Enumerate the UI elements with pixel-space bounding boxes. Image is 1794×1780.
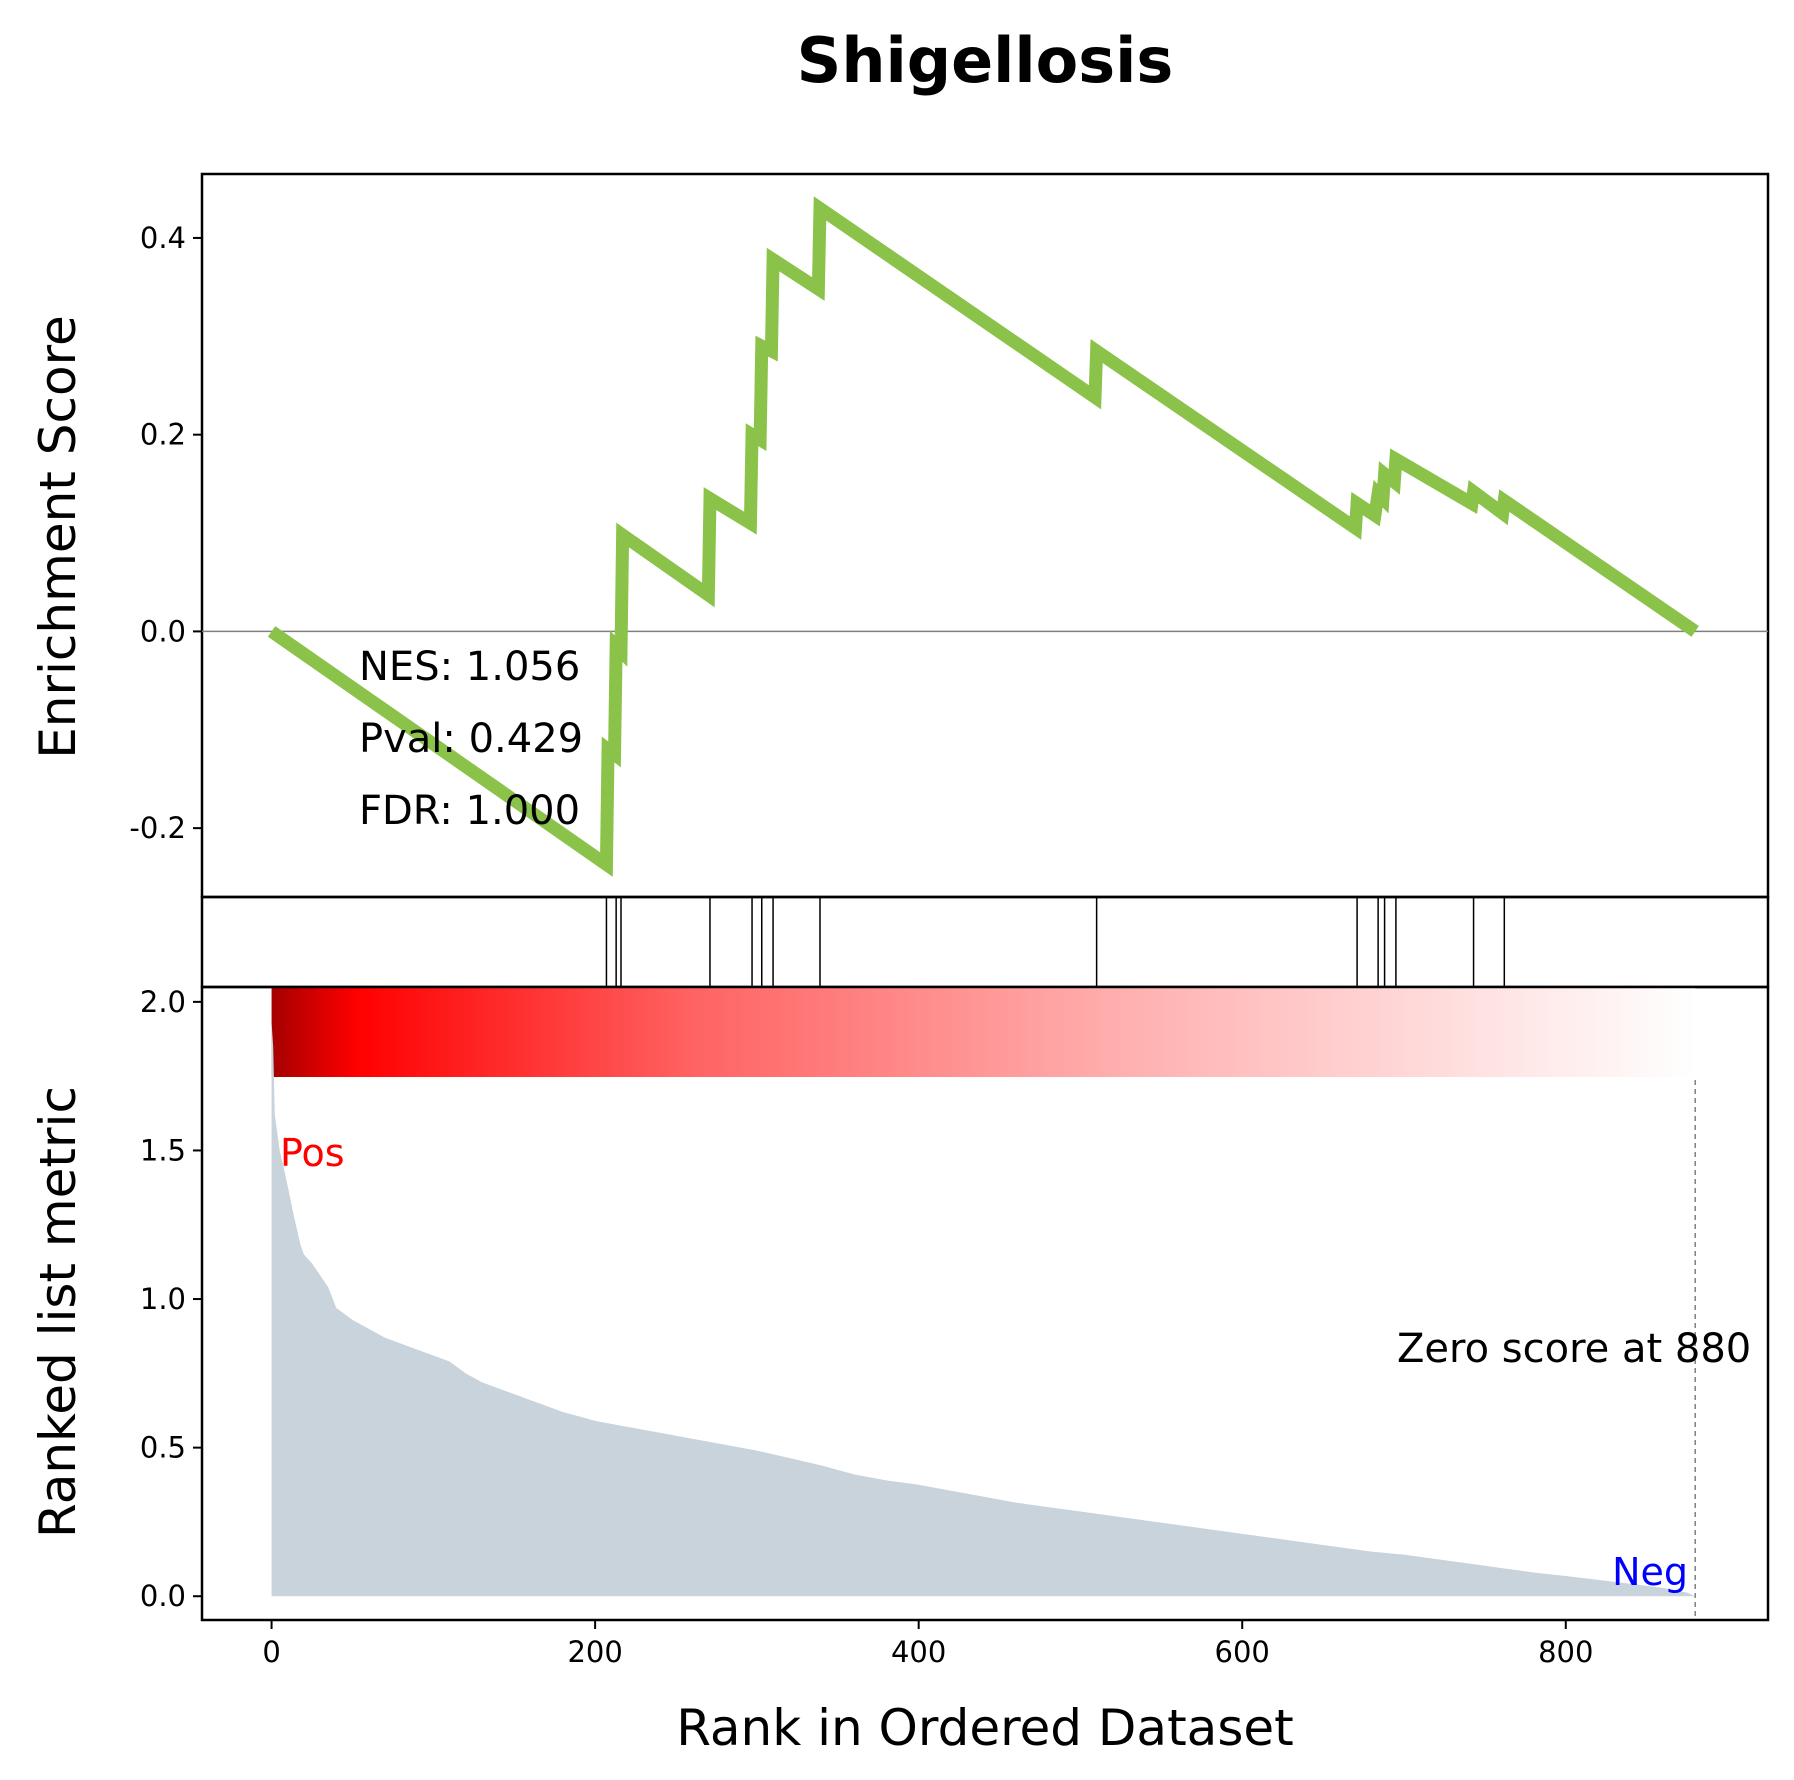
rank-y-tick-label: 2.0 xyxy=(140,985,186,1019)
x-tick-label: 200 xyxy=(567,1635,622,1669)
pval-annotation: Pval: 0.429 xyxy=(359,716,583,762)
hits-panel-frame xyxy=(200,895,1770,989)
rank-y-tick-label: 0.0 xyxy=(140,1579,186,1613)
neg-label: Neg xyxy=(1612,1550,1688,1594)
pos-label: Pos xyxy=(280,1131,345,1175)
es-y-tick-label: 0.0 xyxy=(140,614,186,648)
es-series-line xyxy=(267,196,1699,877)
hits-panel xyxy=(200,895,1770,989)
ranked-metric-area xyxy=(271,1022,1696,1597)
fdr-annotation: FDR: 1.000 xyxy=(359,788,580,834)
ranked-metric-panel: 0.0 0.5 1.0 1.5 2.0 Pos Neg Zero score at 88… xyxy=(29,985,1770,1757)
es-y-tick-label: 0.2 xyxy=(140,418,186,452)
rank-colorbar xyxy=(271,987,1696,1077)
x-tick-label: 800 xyxy=(1538,1635,1593,1669)
x-tick-label: 0 xyxy=(262,1635,280,1669)
chart-title: Shigellosis xyxy=(797,24,1174,97)
x-axis-label: Rank in Ordered Dataset xyxy=(676,1699,1293,1757)
nes-annotation: NES: 1.056 xyxy=(359,644,580,690)
zero-score-label: Zero score at 880 xyxy=(1397,1326,1751,1372)
x-tick-label: 600 xyxy=(1215,1635,1270,1669)
es-y-tick-label: 0.4 xyxy=(140,221,186,255)
rank-y-axis-label: Ranked list metric xyxy=(29,1086,87,1538)
rank-y-tick-label: 0.5 xyxy=(140,1431,186,1465)
rank-y-tick-label: 1.5 xyxy=(140,1133,186,1167)
es-y-axis-label: Enrichment Score xyxy=(29,315,87,759)
enrichment-score-panel: -0.2 0.0 0.2 0.4 NES: 1.056 Pval: 0.429 FDR… xyxy=(29,172,1770,899)
rank-y-tick-label: 1.0 xyxy=(140,1282,186,1316)
es-y-tick-label: -0.2 xyxy=(129,811,186,845)
rank-panel-frame xyxy=(200,985,1770,1622)
x-tick-label: 400 xyxy=(891,1635,946,1669)
